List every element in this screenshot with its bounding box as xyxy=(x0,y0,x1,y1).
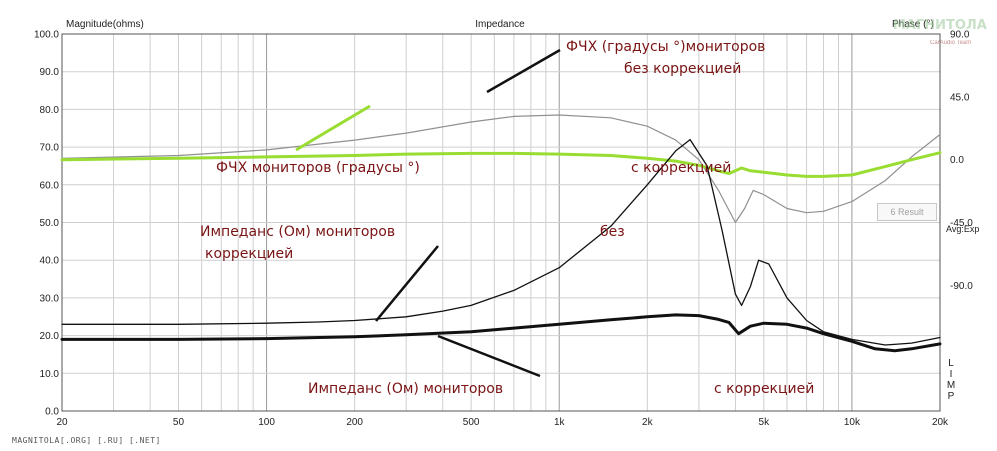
series-layer xyxy=(60,114,942,353)
series-line-2 xyxy=(61,138,941,346)
limp-letter-i: I xyxy=(949,369,953,380)
limp-letter-p: P xyxy=(947,391,955,402)
y-right-tick-label-2: 0.0 xyxy=(950,155,964,166)
x-tick-label-4: 500 xyxy=(463,417,480,428)
annotation-phase-correction-a: ФЧХ мониторов (градусы °) xyxy=(216,160,420,176)
annotation-pointers xyxy=(295,48,561,378)
y-right-tick-label-4: -90.0 xyxy=(950,281,973,292)
annotation-impedance-no-correction-2: коррекцией xyxy=(205,246,293,262)
annotation-phase-no-correction-2: без коррекцией xyxy=(624,61,741,77)
annotation-phase-correction-b: с коррекцией xyxy=(631,160,731,176)
y-left-tick-label-10: 100.0 xyxy=(34,30,59,41)
pointer-impedance-correction xyxy=(437,334,541,378)
plot-frame xyxy=(61,33,941,412)
avg-label: Avg:Exp xyxy=(946,224,980,234)
result-button[interactable]: 6 Result xyxy=(877,203,937,221)
y-right-tick-label-1: 45.0 xyxy=(950,92,970,103)
y-left-tick-label-0: 0.0 xyxy=(45,407,59,418)
annotation-impedance-no-correction-a: Импеданс (Ом) мониторов xyxy=(200,224,395,240)
annotation-impedance-correction-a: Импеданс (Ом) мониторов xyxy=(308,381,503,397)
y-left-tick-label-4: 40.0 xyxy=(40,256,60,267)
x-tick-label-6: 2k xyxy=(642,417,654,428)
series-line-1 xyxy=(60,151,942,178)
series-line-3 xyxy=(60,313,942,353)
x-tick-label-3: 200 xyxy=(346,417,363,428)
chart-grid xyxy=(62,34,940,411)
annotation-phase-no-correction: ФЧХ (градусы °)мониторов xyxy=(566,39,765,55)
x-tick-label-1: 50 xyxy=(173,417,185,428)
pointer-phase-correction xyxy=(295,104,371,152)
annotation-impedance-no-correction-b: без xyxy=(600,224,625,240)
left-axis-label: Magnitude(ohms) xyxy=(66,19,144,30)
x-tick-label-7: 5k xyxy=(759,417,771,428)
y-left-tick-label-6: 60.0 xyxy=(40,180,60,191)
chart-title: Impedance xyxy=(475,19,525,30)
brand-logo: МАГНИТОЛА xyxy=(893,18,987,33)
tick-labels: 20 50 100 200 500 1k 2k 5k 10k 20k 0.0 10.0 20.0 30.0… xyxy=(34,30,973,429)
x-tick-label-0: 20 xyxy=(56,417,68,428)
limp-letter-m: M xyxy=(946,380,956,391)
y-left-tick-label-8: 80.0 xyxy=(40,105,60,116)
x-tick-label-5: 1k xyxy=(554,417,566,428)
y-left-tick-label-7: 70.0 xyxy=(40,143,60,154)
y-right-tick-label-0: 90.0 xyxy=(950,30,970,41)
x-tick-label-9: 20k xyxy=(932,417,949,428)
site-watermark: MAGNITOLA[.ORG] [.RU] [.NET] xyxy=(12,436,161,445)
x-tick-label-8: 10k xyxy=(844,417,861,428)
right-axis-label: Phase (°) xyxy=(892,19,934,30)
y-left-tick-label-9: 90.0 xyxy=(40,67,60,78)
y-left-tick-label-2: 20.0 xyxy=(40,331,60,342)
brand-logo-subtitle: CarAudio Team xyxy=(930,40,972,46)
y-left-tick-label-5: 50.0 xyxy=(40,218,60,229)
annotation-impedance-correction-b: с коррекцией xyxy=(714,381,814,397)
limp-letter-l: L xyxy=(948,358,954,369)
pointer-impedance-no-correction xyxy=(375,245,439,322)
series-line-0 xyxy=(61,114,941,224)
y-left-tick-label-3: 30.0 xyxy=(40,293,60,304)
x-tick-label-2: 100 xyxy=(258,417,275,428)
y-left-tick-label-1: 10.0 xyxy=(40,369,60,380)
limp-letters: L I M P xyxy=(946,358,956,402)
pointer-phase-no-correction xyxy=(486,48,561,94)
y-right-tick-label-3: -45.0 xyxy=(950,218,973,229)
